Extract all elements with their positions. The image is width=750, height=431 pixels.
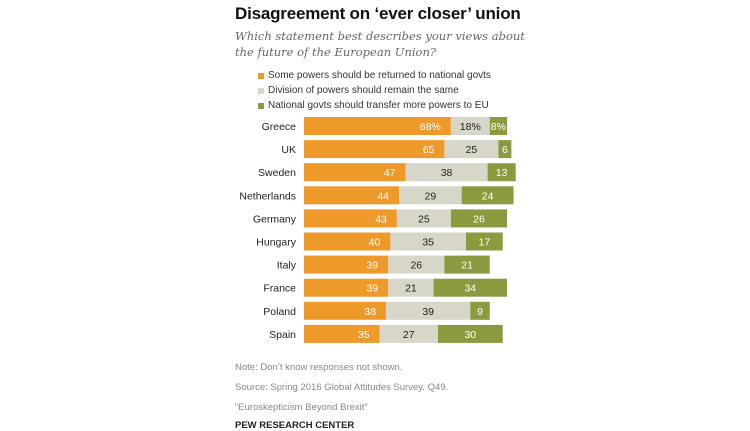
legend-label-same: Division of powers should remain the sam… — [268, 85, 459, 96]
legend-swatch-returned — [258, 72, 264, 79]
data-label: 35 — [422, 237, 434, 249]
data-label: 26 — [410, 260, 422, 272]
footnote-report: “Euroskepticism Beyond Brexit” — [235, 402, 368, 413]
bar-segment — [304, 163, 406, 182]
data-label: 40 — [369, 237, 381, 249]
data-label: 29 — [425, 190, 437, 202]
legend-item-returned: Some powers should be returned to nation… — [258, 68, 491, 83]
bar-segment — [379, 324, 438, 343]
data-label: 39 — [422, 306, 434, 318]
data-label: 39 — [367, 260, 379, 272]
category-label: UK — [281, 144, 296, 156]
data-label: 30 — [464, 329, 476, 341]
data-label: 21 — [461, 260, 473, 272]
bar-segment — [304, 140, 445, 159]
bar-segment — [304, 255, 389, 274]
legend-label-transfer: National govts should transfer more powe… — [268, 100, 489, 111]
bar-segment — [450, 209, 508, 228]
legend-item-same: Division of powers should remain the sam… — [258, 83, 491, 98]
bar-segment — [388, 278, 434, 297]
brand-pew-research-center: PEW RESEARCH CENTER — [235, 420, 355, 431]
bar-segment — [487, 163, 516, 182]
data-label: 38 — [364, 306, 376, 318]
data-label: 25 — [418, 213, 430, 225]
data-label: 26 — [473, 213, 485, 225]
bar-segment — [304, 209, 397, 228]
data-label: 27 — [403, 329, 415, 341]
bar-segment — [470, 301, 490, 320]
data-label: 39 — [367, 283, 379, 295]
bar-segment — [433, 278, 508, 297]
category-label: France — [263, 283, 296, 295]
bar-segment — [388, 255, 445, 274]
bar-segment — [444, 140, 499, 159]
bar-segment — [489, 117, 508, 135]
bar-segment — [386, 301, 471, 320]
bar-segment — [498, 140, 512, 159]
data-label: 44 — [377, 190, 389, 202]
category-label: Italy — [277, 260, 297, 272]
data-label: 25 — [466, 144, 478, 156]
data-label: 35 — [358, 329, 370, 341]
legend-item-transfer: National govts should transfer more powe… — [258, 98, 491, 113]
data-label: 18% — [460, 121, 481, 133]
bar-segment — [304, 324, 380, 343]
bar-segment — [396, 209, 451, 228]
data-label: 13 — [496, 167, 508, 179]
legend-swatch-same — [258, 87, 264, 94]
legend-label-returned: Some powers should be returned to nation… — [268, 70, 491, 81]
bar-segment — [399, 186, 462, 205]
data-label: 34 — [464, 283, 476, 295]
bar-segment — [304, 186, 400, 205]
bar-segment — [450, 117, 490, 135]
category-label: Spain — [269, 329, 296, 341]
data-label: 43 — [375, 213, 387, 225]
data-label: 38 — [441, 167, 453, 179]
bar-segment — [437, 324, 503, 343]
data-label: 24 — [482, 190, 494, 202]
category-label: Poland — [263, 306, 296, 318]
bar-segment — [304, 301, 387, 320]
footnote-source: Source: Spring 2016 Global Attitudes Sur… — [235, 382, 449, 393]
bar-segment — [304, 232, 391, 251]
legend: Some powers should be returned to nation… — [258, 68, 491, 113]
data-label: 65 — [423, 144, 435, 156]
category-label: Netherlands — [239, 190, 296, 202]
bar-segment — [390, 232, 466, 251]
data-label: 17 — [479, 237, 491, 249]
category-label: Sweden — [258, 167, 296, 179]
data-label: 6 — [502, 144, 508, 156]
category-label: Hungary — [256, 237, 296, 249]
category-label: Greece — [262, 121, 297, 133]
bar-segment — [444, 255, 490, 274]
legend-swatch-transfer — [258, 102, 264, 109]
data-label: 68% — [420, 121, 441, 133]
bar-segment — [304, 278, 389, 297]
bar-segment — [461, 186, 514, 205]
data-label: 9 — [477, 306, 483, 318]
bar-segment — [304, 117, 451, 135]
chart-subtitle: Which statement best describes your view… — [235, 29, 525, 59]
bar-segment — [405, 163, 488, 182]
data-label: 47 — [384, 167, 396, 179]
chart-title: Disagreement on ‘ever closer’ union — [235, 4, 521, 23]
data-label: 21 — [405, 283, 417, 295]
data-label: 8% — [491, 121, 506, 133]
category-label: Germany — [253, 213, 297, 225]
footnote-note: Note: Don’t know responses not shown. — [235, 362, 403, 373]
bar-segment — [466, 232, 503, 251]
